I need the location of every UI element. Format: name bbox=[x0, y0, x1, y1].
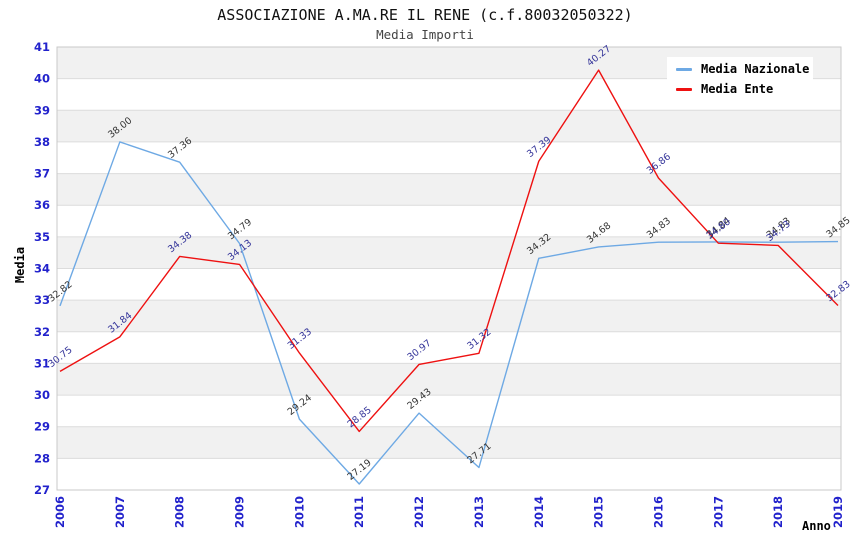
data-label-media-nazionale: 29.24 bbox=[286, 392, 314, 417]
data-label-media-nazionale: 27.19 bbox=[346, 457, 374, 482]
x-tick-label: 2017 bbox=[711, 496, 725, 528]
plot-border bbox=[56, 46, 842, 491]
legend-item-media-nazionale: Media Nazionale bbox=[667, 59, 813, 79]
y-tick-label: 27 bbox=[34, 483, 50, 497]
legend-label: Media Nazionale bbox=[701, 62, 810, 76]
x-tick-label: 2015 bbox=[592, 496, 606, 528]
grid-band bbox=[57, 110, 841, 142]
legend-label: Media Ente bbox=[701, 82, 774, 96]
data-label-media-ente: 36.86 bbox=[645, 151, 673, 176]
y-tick-label: 39 bbox=[34, 103, 50, 117]
x-tick-label: 2019 bbox=[831, 496, 845, 528]
y-tick-label: 32 bbox=[34, 325, 50, 339]
grid-band bbox=[57, 426, 841, 459]
x-tick-label: 2014 bbox=[532, 496, 546, 528]
x-axis-title: Anno bbox=[802, 519, 831, 533]
y-tick-label: 31 bbox=[34, 356, 50, 370]
legend-item-media-ente: Media Ente bbox=[667, 79, 813, 99]
legend-line-swatch-nazionale bbox=[676, 67, 692, 71]
y-tick-label: 36 bbox=[34, 198, 50, 212]
y-tick-label: 34 bbox=[34, 262, 50, 276]
y-tick-label: 29 bbox=[34, 420, 50, 434]
series-line-media-ente bbox=[59, 69, 839, 433]
grid-band bbox=[57, 173, 841, 206]
x-tick-label: 2012 bbox=[412, 496, 426, 528]
x-tick-label: 2018 bbox=[771, 496, 785, 528]
y-tick-label: 38 bbox=[34, 135, 50, 149]
x-tick-label: 2009 bbox=[233, 496, 247, 528]
grid-band bbox=[57, 300, 841, 332]
x-tick-label: 2011 bbox=[352, 496, 366, 528]
y-tick-label: 30 bbox=[34, 388, 50, 402]
y-axis-title: Media bbox=[13, 246, 27, 284]
series-line-media-nazionale bbox=[59, 141, 839, 485]
y-tick-label: 35 bbox=[34, 230, 50, 244]
x-tick-label: 2008 bbox=[173, 496, 187, 528]
y-tick-label: 28 bbox=[34, 451, 50, 465]
y-tick-label: 41 bbox=[34, 40, 50, 54]
x-tick-label: 2013 bbox=[472, 496, 486, 528]
y-tick-label: 40 bbox=[34, 72, 50, 86]
x-tick-label: 2006 bbox=[53, 496, 67, 528]
y-tick-label: 33 bbox=[34, 293, 50, 307]
x-tick-label: 2007 bbox=[113, 496, 127, 528]
chart-title: ASSOCIAZIONE A.MA.RE IL RENE (c.f.800320… bbox=[217, 6, 633, 24]
x-tick-label: 2010 bbox=[292, 496, 306, 528]
legend-line-swatch-ente bbox=[676, 87, 692, 91]
x-tick-label: 2016 bbox=[651, 496, 665, 528]
legend: Media Nazionale Media Ente bbox=[667, 57, 813, 103]
data-label-media-ente: 30.97 bbox=[405, 338, 433, 363]
y-tick-label: 37 bbox=[34, 167, 50, 181]
grid-band bbox=[57, 363, 841, 396]
chart-subtitle: Media Importi bbox=[376, 27, 474, 42]
